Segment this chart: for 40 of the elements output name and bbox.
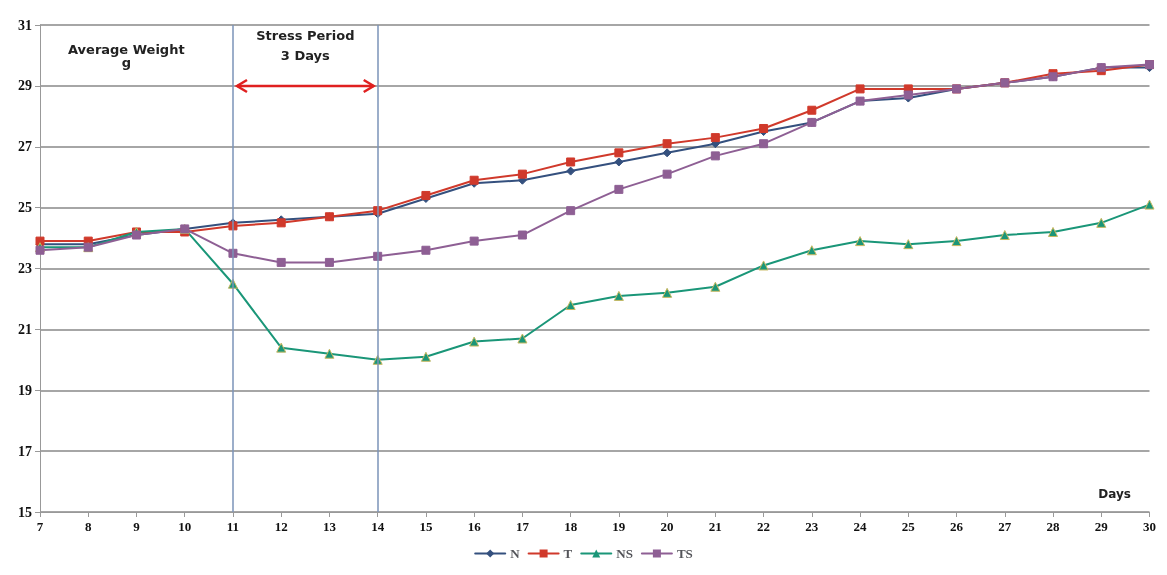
y-tick-label: 15 <box>18 504 32 520</box>
x-tick-label: 25 <box>901 519 916 534</box>
y-tick-label: 19 <box>18 382 32 398</box>
x-tick-label: 20 <box>660 519 674 534</box>
x-tick-label: 8 <box>84 519 92 534</box>
y-tick-label: 31 <box>18 17 32 33</box>
x-tick-label: 9 <box>133 519 141 534</box>
legend-label: TS <box>676 546 693 561</box>
x-tick-label: 23 <box>805 519 819 534</box>
y-tick-label: 25 <box>18 200 32 216</box>
y-tick-label: 23 <box>18 261 32 276</box>
x-tick-label: 28 <box>1046 519 1061 534</box>
legend-label: T <box>563 546 573 561</box>
y-tick-label: 21 <box>18 321 32 337</box>
x-tick-label: 27 <box>998 519 1012 534</box>
y-tick-label: 27 <box>18 139 32 155</box>
x-tick-label: 11 <box>226 519 240 534</box>
annotation: Stress Period 3 Days <box>256 27 355 63</box>
x-tick-label: 7 <box>36 519 44 534</box>
y-tick-label: 29 <box>18 78 32 94</box>
x-axis-title: Days <box>1098 487 1131 501</box>
x-tick-label: 19 <box>612 519 626 534</box>
x-tick-label: 29 <box>1094 519 1109 534</box>
y-axis-title: Average Weight g <box>67 42 185 70</box>
x-tick-label: 15 <box>419 519 433 534</box>
x-tick-label: 26 <box>950 519 964 534</box>
x-tick-label: 30 <box>1143 519 1156 534</box>
legend-label: N <box>510 546 521 561</box>
y-tick-label: 17 <box>18 443 32 459</box>
x-tick-label: 10 <box>178 519 192 534</box>
x-tick-label: 22 <box>757 519 771 534</box>
legend-label: NS <box>616 546 633 561</box>
x-tick-label: 13 <box>322 519 337 534</box>
x-tick-label: 12 <box>274 519 288 534</box>
x-tick-label: 24 <box>853 519 868 534</box>
x-tick-label: 16 <box>467 519 482 534</box>
x-tick-label: 18 <box>564 519 578 534</box>
x-tick-label: 21 <box>708 519 722 534</box>
x-tick-label: 14 <box>371 519 385 534</box>
x-tick-label: 17 <box>515 519 530 534</box>
